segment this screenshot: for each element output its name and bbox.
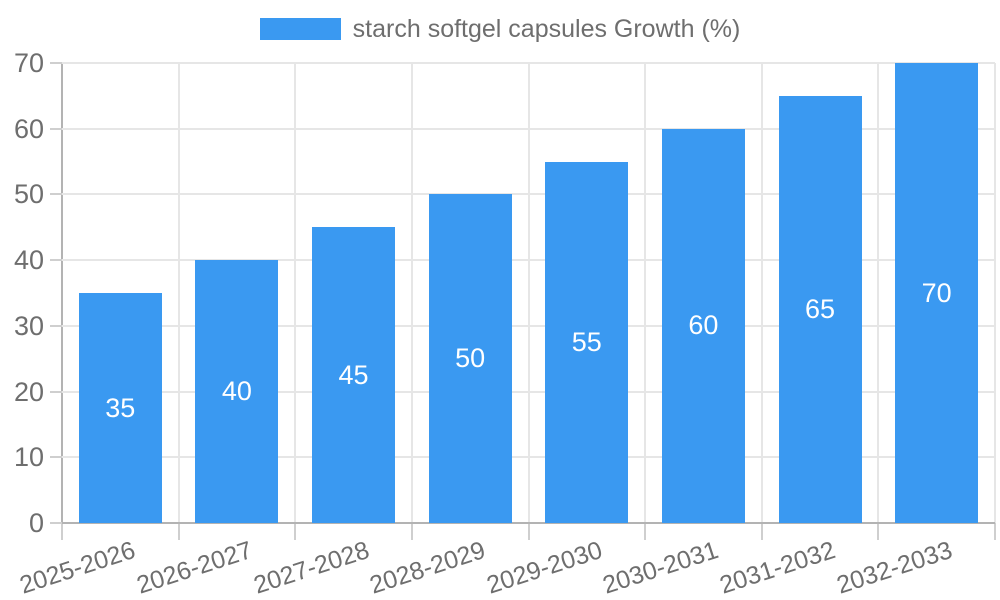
- legend-swatch-icon: [259, 18, 341, 40]
- y-tick-label: 0: [28, 508, 44, 538]
- y-tick-mark: [50, 522, 62, 524]
- gridline-horizontal: [62, 62, 995, 64]
- x-tick-mark: [994, 523, 996, 540]
- gridline-vertical: [760, 63, 763, 523]
- bar[interactable]: 65: [778, 95, 862, 523]
- y-tick-label: 20: [13, 376, 44, 407]
- bar-value-label: 35: [105, 392, 136, 423]
- gridline-vertical: [410, 63, 413, 523]
- y-tick-label: 60: [13, 113, 44, 144]
- legend-label: starch softgel capsules Growth (%): [352, 15, 741, 43]
- gridline-vertical: [177, 63, 180, 523]
- gridline-horizontal: [62, 324, 995, 327]
- bar-value-label: 65: [805, 293, 836, 324]
- y-tick-label: 10: [13, 442, 44, 473]
- x-tick-mark: [294, 523, 297, 540]
- y-axis-line: [61, 63, 63, 523]
- x-tick-mark: [760, 523, 763, 540]
- y-tick-mark: [50, 390, 62, 393]
- y-tick-label: 30: [13, 310, 44, 341]
- y-tick-label: 70: [13, 48, 44, 78]
- bar-value-label: 55: [571, 326, 602, 357]
- y-tick-mark: [50, 456, 62, 459]
- x-axis-line: [62, 522, 995, 524]
- x-tick-mark: [410, 523, 413, 540]
- bar-value-label: 45: [338, 359, 369, 390]
- y-tick-mark: [50, 324, 62, 327]
- y-tick-label: 50: [13, 179, 44, 210]
- x-tick-mark: [177, 523, 180, 540]
- bar[interactable]: 35: [78, 293, 162, 523]
- gridline-vertical: [994, 63, 996, 523]
- y-tick-mark: [50, 259, 62, 262]
- gridline-horizontal: [62, 193, 995, 196]
- bar-value-label: 70: [921, 277, 952, 308]
- bar[interactable]: 55: [545, 161, 629, 523]
- gridline-vertical: [644, 63, 647, 523]
- gridline-horizontal: [62, 259, 995, 262]
- x-tick-mark: [644, 523, 647, 540]
- bar-value-label: 60: [688, 310, 719, 341]
- bar[interactable]: 40: [195, 260, 279, 523]
- bar[interactable]: 45: [312, 227, 396, 523]
- bar[interactable]: 50: [428, 194, 512, 523]
- legend: starch softgel capsules Growth (%): [0, 14, 1000, 44]
- gridline-vertical: [527, 63, 530, 523]
- bar[interactable]: 70: [895, 63, 979, 523]
- gridline-horizontal: [62, 127, 995, 130]
- x-tick-mark: [527, 523, 530, 540]
- legend-item[interactable]: starch softgel capsules Growth (%): [259, 14, 741, 44]
- y-tick-label: 40: [13, 245, 44, 276]
- x-tick-mark: [61, 523, 63, 540]
- bar[interactable]: 60: [661, 128, 745, 523]
- gridline-horizontal: [62, 390, 995, 393]
- y-tick-mark: [50, 62, 62, 64]
- gridline-vertical: [294, 63, 297, 523]
- y-tick-mark: [50, 193, 62, 196]
- gridline-vertical: [877, 63, 880, 523]
- x-tick-mark: [877, 523, 880, 540]
- y-tick-mark: [50, 127, 62, 130]
- bar-value-label: 40: [221, 376, 252, 407]
- bar-value-label: 50: [455, 343, 486, 374]
- gridline-horizontal: [62, 456, 995, 459]
